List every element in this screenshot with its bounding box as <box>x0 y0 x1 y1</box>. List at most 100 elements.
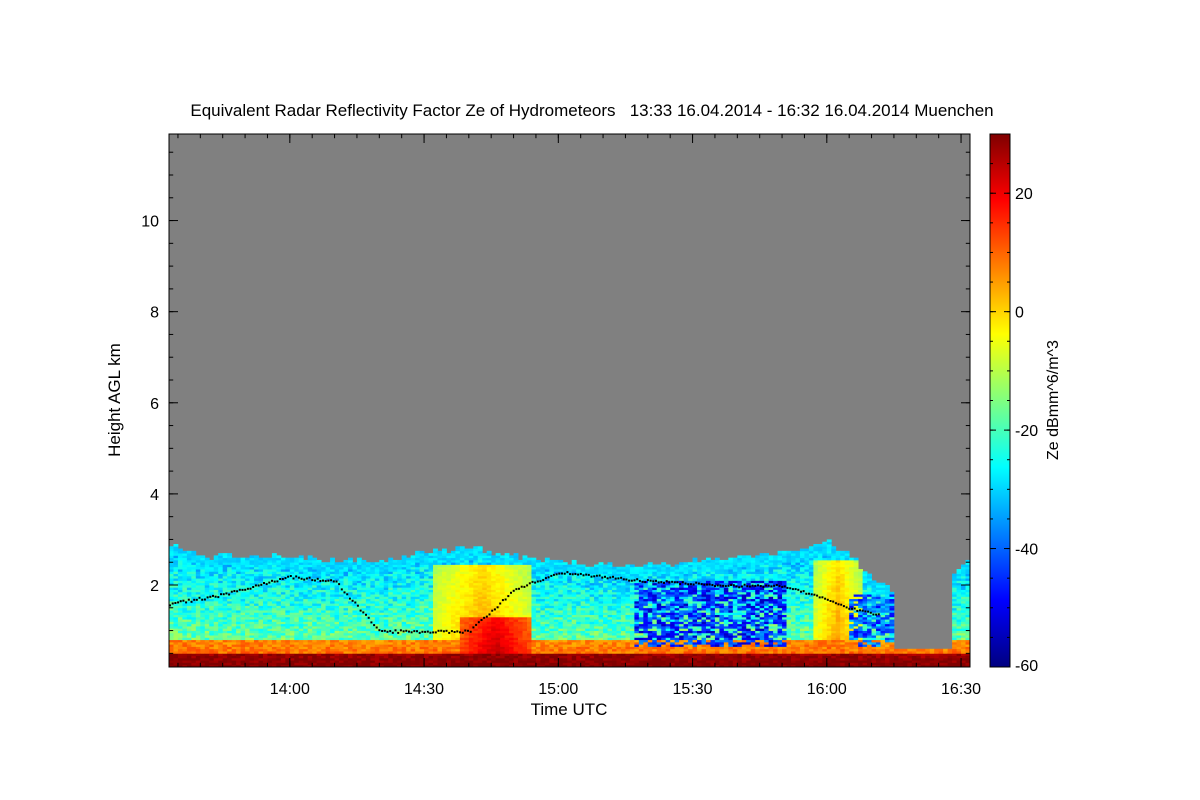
melting-layer-dot <box>281 578 284 580</box>
melting-layer-dot <box>697 582 700 585</box>
melting-layer-dot <box>228 593 231 596</box>
melting-layer-dot <box>504 598 507 601</box>
melting-layer-dot <box>421 630 424 633</box>
melting-layer-dot <box>579 572 582 575</box>
melting-layer-dot <box>595 574 598 577</box>
melting-layer-dot <box>816 594 819 597</box>
melting-layer-dot <box>832 600 835 603</box>
melting-layer-dot <box>359 609 362 612</box>
x-axis-label: Time UTC <box>531 700 608 719</box>
melting-layer-dot <box>574 573 577 575</box>
melting-layer-dot <box>727 584 730 587</box>
melting-layer-dot <box>781 585 784 588</box>
melting-layer-dot <box>289 575 292 577</box>
melting-layer-dot <box>762 585 765 588</box>
y-tick-label: 10 <box>141 214 159 231</box>
melting-layer-dot <box>703 583 706 586</box>
melting-layer-dot <box>848 607 851 610</box>
melting-layer-dot <box>391 631 394 634</box>
melting-layer-dot <box>687 583 690 586</box>
melting-layer-dot <box>405 629 408 632</box>
melting-layer-dot <box>488 613 491 616</box>
melting-layer-dot <box>456 630 459 633</box>
melting-layer-dot <box>628 579 631 582</box>
melting-layer-dot <box>655 579 657 582</box>
melting-layer-dot <box>408 630 410 633</box>
melting-layer-dot <box>424 630 427 633</box>
melting-layer-dot <box>786 586 789 589</box>
melting-layer-dot <box>260 583 263 586</box>
x-tick-label: 14:00 <box>270 681 310 698</box>
melting-layer-dot <box>445 629 448 632</box>
x-axis: 14:00 14:30 15:00 15:30 16:00 16:30 <box>177 134 981 698</box>
melting-layer-dot <box>617 577 620 580</box>
melting-layer-dot <box>773 584 776 587</box>
melting-layer-dot <box>877 613 880 616</box>
melting-layer-dot <box>569 573 572 576</box>
melting-layer-dot <box>550 574 553 577</box>
melting-layer-dot <box>246 587 249 590</box>
melting-layer-dot <box>861 609 864 612</box>
melting-layer-dot <box>732 584 735 587</box>
melting-layer-dot <box>510 591 512 594</box>
melting-layer-dot <box>370 621 373 624</box>
melting-layer-dot <box>681 581 684 584</box>
melting-layer-dot <box>523 585 526 588</box>
melting-layer-dot <box>386 630 389 633</box>
melting-layer-dot <box>614 577 617 580</box>
melting-layer-dot <box>316 577 319 580</box>
melting-layer-dot <box>450 630 453 633</box>
melting-layer-dot <box>373 624 376 627</box>
melting-layer-dot <box>343 591 346 594</box>
melting-layer-dot <box>177 601 180 604</box>
melting-layer-dot <box>754 584 757 587</box>
melting-layer-dot <box>187 598 190 601</box>
melting-layer-dot <box>169 604 171 607</box>
melting-layer-dot <box>381 630 384 632</box>
x-tick-label: 16:00 <box>807 681 847 698</box>
melting-layer-dot <box>432 631 435 634</box>
melting-layer-dot <box>185 601 188 604</box>
melting-layer-dot <box>365 613 367 616</box>
melting-layer-dot <box>212 594 214 597</box>
melting-layer-dot <box>332 580 335 583</box>
melting-layer-dot <box>324 580 327 583</box>
melting-layer-dot <box>692 583 695 586</box>
melting-layer-dot <box>561 572 563 575</box>
melting-layer-dot <box>724 585 727 588</box>
melting-layer-dot <box>491 609 494 612</box>
melting-layer-dot <box>684 582 687 585</box>
melting-layer-dot <box>327 579 330 582</box>
melting-layer-dot <box>577 573 580 576</box>
melting-layer-dot <box>512 589 515 592</box>
melting-layer-dot <box>340 588 343 591</box>
y-tick-label: 8 <box>150 305 159 322</box>
melting-layer-dot <box>606 577 609 580</box>
melting-layer-dot <box>612 575 614 578</box>
melting-layer-dot <box>394 629 397 632</box>
melting-layer-dot <box>542 579 545 582</box>
melting-layer-dot <box>767 584 770 587</box>
y-tick-label: 2 <box>150 578 159 595</box>
melting-layer-dot <box>206 596 209 599</box>
chart-title: Equivalent Radar Reflectivity Factor Ze … <box>190 101 993 120</box>
melting-layer-dot <box>555 573 558 576</box>
melting-layer-dot <box>225 592 228 595</box>
melting-layer-dot <box>351 599 354 602</box>
melting-layer-dot <box>630 579 633 582</box>
colorbar-ticks: 20 0 -20 -40 -60 <box>990 133 1038 675</box>
reflectivity-field <box>169 539 970 667</box>
melting-layer-markers <box>169 571 880 634</box>
melting-layer-dot <box>284 577 287 580</box>
melting-layer-dot <box>544 577 547 580</box>
melting-layer-dot <box>230 590 233 593</box>
melting-layer-dot <box>461 631 464 634</box>
melting-layer-dot <box>201 598 204 601</box>
melting-layer-dot <box>714 585 716 588</box>
melting-layer-dot <box>311 579 314 582</box>
melting-layer-dot <box>813 593 816 596</box>
melting-layer-dot <box>783 585 786 588</box>
melting-layer-dot <box>493 608 496 611</box>
melting-layer-dot <box>475 623 478 626</box>
